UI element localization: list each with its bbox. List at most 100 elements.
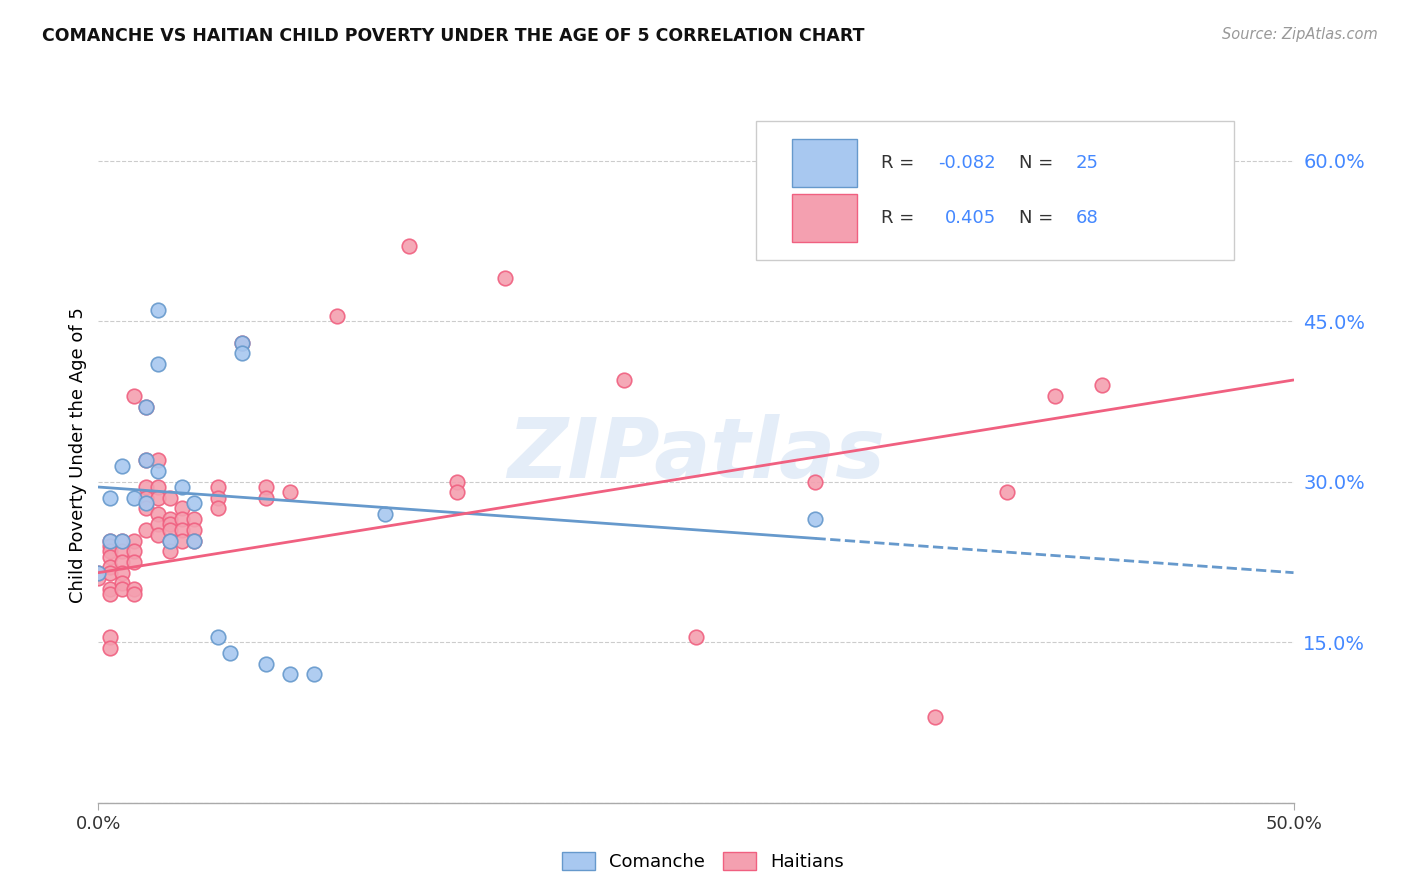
Point bbox=[446, 485, 468, 500]
Point bbox=[172, 512, 194, 526]
Point bbox=[87, 571, 110, 585]
Point bbox=[111, 555, 134, 569]
Text: Source: ZipAtlas.com: Source: ZipAtlas.com bbox=[1222, 27, 1378, 42]
Point bbox=[207, 480, 229, 494]
Point bbox=[135, 453, 157, 467]
Point bbox=[124, 555, 146, 569]
Point bbox=[98, 539, 122, 553]
Point bbox=[207, 630, 229, 644]
Point bbox=[159, 512, 181, 526]
Point bbox=[804, 512, 827, 526]
Point bbox=[207, 501, 229, 516]
Point bbox=[1091, 378, 1114, 392]
Point bbox=[148, 507, 170, 521]
Point bbox=[111, 576, 134, 591]
Point bbox=[254, 657, 277, 671]
Point bbox=[148, 528, 170, 542]
Point bbox=[231, 335, 253, 350]
Point bbox=[183, 496, 205, 510]
Point bbox=[278, 667, 301, 681]
Point bbox=[326, 309, 349, 323]
Point bbox=[398, 239, 420, 253]
Point bbox=[124, 544, 146, 558]
FancyBboxPatch shape bbox=[756, 121, 1234, 260]
Point bbox=[98, 491, 122, 505]
Point bbox=[135, 480, 157, 494]
Text: R =: R = bbox=[882, 209, 927, 227]
Point bbox=[159, 544, 181, 558]
Point bbox=[98, 566, 122, 580]
Point bbox=[924, 710, 946, 724]
Point bbox=[148, 303, 170, 318]
Point bbox=[804, 475, 827, 489]
Point bbox=[111, 566, 134, 580]
Point bbox=[159, 523, 181, 537]
Text: R =: R = bbox=[882, 154, 920, 172]
Point bbox=[172, 480, 194, 494]
Point bbox=[124, 587, 146, 601]
Text: N =: N = bbox=[1019, 154, 1059, 172]
Point bbox=[374, 507, 396, 521]
Point bbox=[148, 357, 170, 371]
Point bbox=[124, 389, 146, 403]
Point bbox=[148, 491, 170, 505]
Point bbox=[159, 517, 181, 532]
Point bbox=[135, 496, 157, 510]
Point bbox=[148, 464, 170, 478]
Point bbox=[135, 491, 157, 505]
Point bbox=[135, 523, 157, 537]
Legend: Comanche, Haitians: Comanche, Haitians bbox=[555, 846, 851, 879]
Point bbox=[159, 533, 181, 548]
Point bbox=[159, 533, 181, 548]
Point bbox=[278, 485, 301, 500]
Point bbox=[183, 533, 205, 548]
Point bbox=[135, 453, 157, 467]
Point bbox=[183, 523, 205, 537]
Point bbox=[111, 533, 134, 548]
Point bbox=[124, 582, 146, 596]
Point bbox=[995, 485, 1018, 500]
Point bbox=[87, 566, 110, 580]
Point bbox=[98, 549, 122, 564]
Point bbox=[135, 400, 157, 414]
FancyBboxPatch shape bbox=[792, 138, 858, 187]
Text: 68: 68 bbox=[1076, 209, 1098, 227]
Point bbox=[98, 587, 122, 601]
Point bbox=[135, 400, 157, 414]
Point bbox=[111, 582, 134, 596]
Text: COMANCHE VS HAITIAN CHILD POVERTY UNDER THE AGE OF 5 CORRELATION CHART: COMANCHE VS HAITIAN CHILD POVERTY UNDER … bbox=[42, 27, 865, 45]
Point bbox=[148, 453, 170, 467]
Point bbox=[254, 491, 277, 505]
Text: 0.405: 0.405 bbox=[945, 209, 995, 227]
Point bbox=[98, 533, 122, 548]
Point bbox=[183, 512, 205, 526]
Point bbox=[148, 480, 170, 494]
Text: 25: 25 bbox=[1076, 154, 1099, 172]
Point bbox=[98, 582, 122, 596]
Point bbox=[219, 646, 242, 660]
Point bbox=[446, 475, 468, 489]
Point bbox=[172, 523, 194, 537]
Point bbox=[98, 533, 122, 548]
Point bbox=[111, 533, 134, 548]
Point bbox=[124, 491, 146, 505]
Point bbox=[98, 630, 122, 644]
Point bbox=[124, 533, 146, 548]
Point bbox=[494, 271, 516, 285]
Point bbox=[111, 544, 134, 558]
Point bbox=[159, 491, 181, 505]
Point bbox=[231, 335, 253, 350]
Point bbox=[613, 373, 636, 387]
Point bbox=[172, 533, 194, 548]
Point bbox=[183, 533, 205, 548]
Point bbox=[231, 346, 253, 360]
Point bbox=[207, 491, 229, 505]
Point bbox=[98, 640, 122, 655]
Point bbox=[685, 630, 707, 644]
Text: ZIPatlas: ZIPatlas bbox=[508, 415, 884, 495]
Point bbox=[1043, 389, 1066, 403]
Text: -0.082: -0.082 bbox=[939, 154, 997, 172]
Y-axis label: Child Poverty Under the Age of 5: Child Poverty Under the Age of 5 bbox=[69, 307, 87, 603]
Point bbox=[87, 566, 110, 580]
Point bbox=[172, 501, 194, 516]
